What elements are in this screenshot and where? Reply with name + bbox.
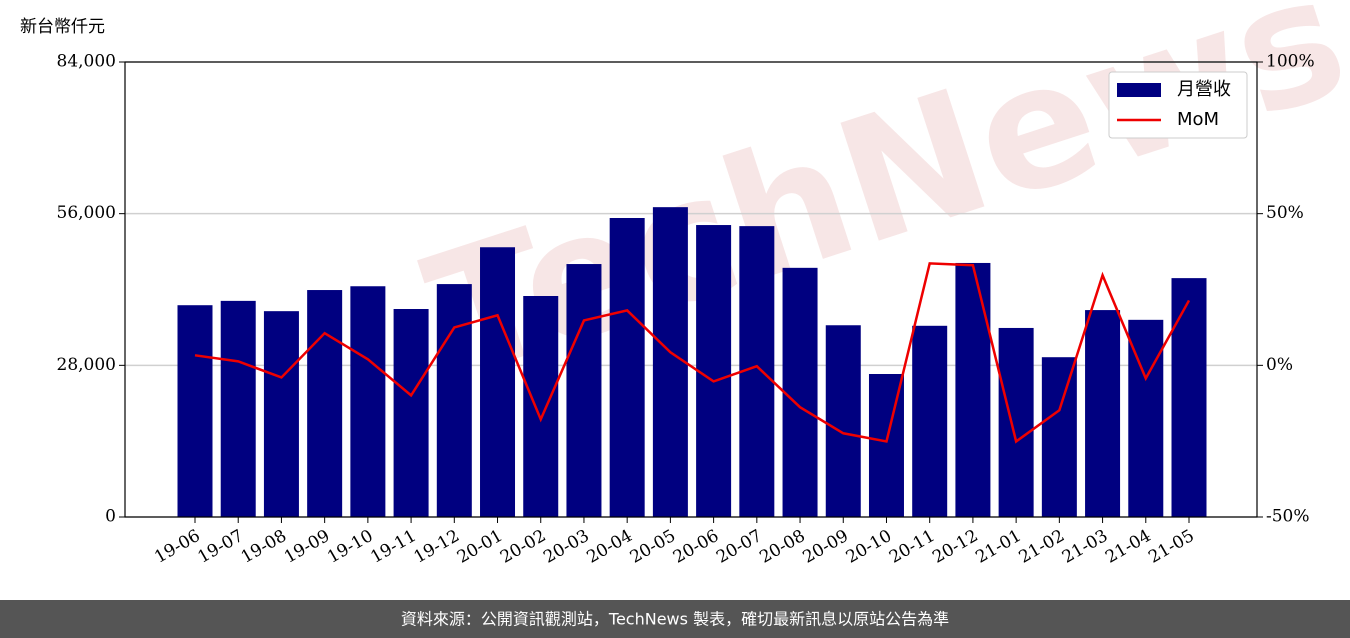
x-tick-label: 20-11 [886,526,938,568]
x-tick-label: 20-09 [800,526,852,568]
x-tick-label: 19-09 [281,526,333,568]
y-tick-label: 28,000 [57,355,116,375]
x-tick-label: 19-07 [195,526,247,568]
footer: 資料來源：公開資訊觀測站，TechNews 製表，確切最新訊息以原站公告為準 [401,610,949,629]
x-tick-label: 20-03 [540,526,592,568]
bar [393,309,429,517]
bar [1041,357,1077,517]
legend-label: MoM [1177,109,1219,130]
y-tick-label: 0 [105,507,116,527]
bar [609,218,645,517]
y-axis-label: 新台幣仟元 [20,17,105,37]
x-tick-label: 19-10 [324,526,376,568]
x-tick-label: 21-04 [1102,526,1154,568]
bar [912,325,948,517]
x-tick-label: 19-06 [151,526,203,568]
y2-tick-label: -50% [1266,507,1310,527]
bar [350,286,386,517]
bar [566,264,602,517]
bar [998,327,1034,517]
x-tick-label: 20-01 [454,526,506,568]
bar [955,262,991,517]
y2-tick-label: 0% [1266,355,1293,375]
bar [1171,278,1207,517]
x-tick-label: 20-10 [843,526,895,568]
x-tick-label: 20-05 [627,526,679,568]
bar [696,225,732,517]
x-tick-label: 20-02 [497,526,549,568]
bar [523,296,559,517]
bar [436,284,472,517]
y2-tick-label: 100% [1266,52,1315,72]
x-tick-label: 20-07 [713,526,765,568]
x-tick-label: 20-12 [929,526,981,568]
bar [263,311,299,517]
mom-line [194,262,1191,444]
x-tick-label: 19-08 [238,526,290,568]
bar [177,305,213,517]
bar [220,300,256,517]
y-tick-label: 84,000 [57,52,116,72]
bar [652,207,688,517]
footer-band [0,600,1350,638]
bar [782,267,818,517]
x-tick-label: 21-01 [972,526,1024,568]
legend-label: 月營收 [1177,79,1231,100]
x-tick-label: 21-05 [1145,526,1197,568]
y2-tick-label: 50% [1266,203,1304,223]
bar [480,247,516,517]
bar [825,325,861,517]
x-tick-label: 19-11 [367,526,419,568]
bar [1085,310,1121,517]
x-tick-label: 21-02 [1016,526,1068,568]
y-tick-label: 56,000 [57,203,116,223]
legend-swatch [1117,83,1161,97]
bar [307,290,343,517]
plot-frame [124,61,1258,518]
x-tick-label: 20-06 [670,526,722,568]
x-tick-label: 21-03 [1059,526,1111,568]
x-tick-label: 19-12 [411,526,463,568]
x-tick-label: 20-04 [583,526,635,568]
x-tick-label: 20-08 [756,526,808,568]
